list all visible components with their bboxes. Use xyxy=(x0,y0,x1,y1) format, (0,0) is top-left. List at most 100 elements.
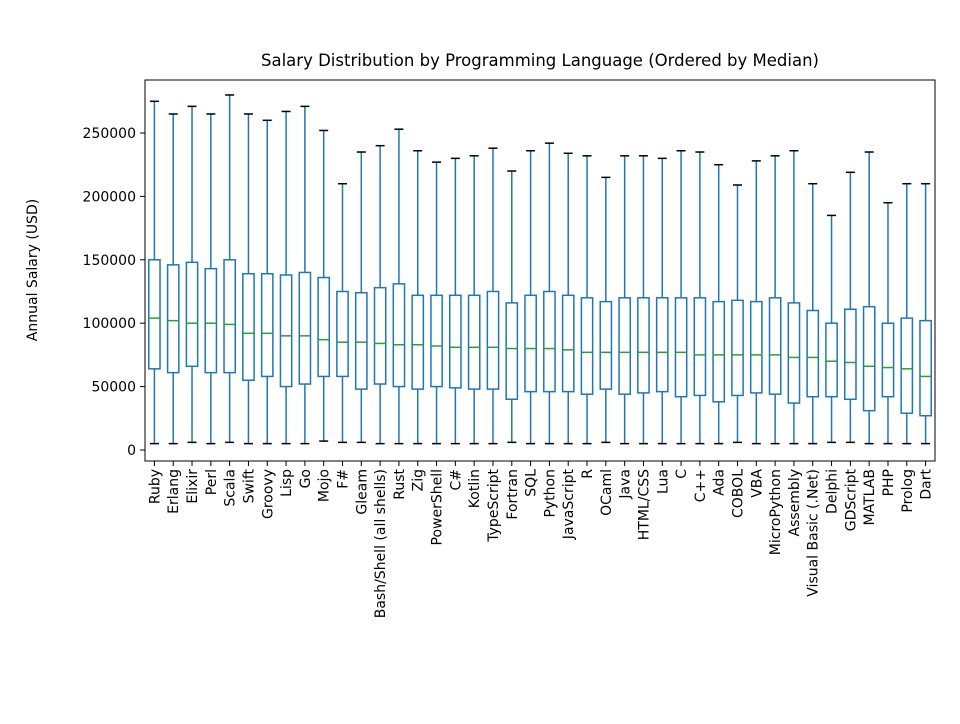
iqr-box xyxy=(317,276,331,378)
box-mojo xyxy=(317,129,331,442)
x-tick-label: COBOL xyxy=(731,469,747,518)
x-tick-label: Go xyxy=(298,469,314,488)
iqr-box xyxy=(806,309,820,398)
iqr-box xyxy=(298,271,312,385)
x-tick-label: Delphi xyxy=(825,469,841,514)
box-groovy xyxy=(260,119,274,445)
box-rust xyxy=(392,128,406,445)
x-tick-label: GDScript xyxy=(843,468,859,531)
box-powershell xyxy=(430,161,443,445)
x-tick-label: PHP xyxy=(881,469,897,496)
iqr-box xyxy=(561,294,575,393)
box-go xyxy=(298,105,312,445)
iqr-box xyxy=(693,297,707,397)
y-axis: 0 50000 100000 150000 200000 250000 xyxy=(83,126,145,459)
x-tick-label: Prolog xyxy=(900,469,916,513)
iqr-box xyxy=(336,290,349,378)
iqr-box xyxy=(768,297,782,395)
y-tick-label: 50000 xyxy=(91,380,136,396)
box-php xyxy=(881,201,895,445)
plot-frame xyxy=(144,79,936,462)
box-html-css xyxy=(637,155,650,445)
x-tick-label: C++ xyxy=(693,469,709,502)
x-tick-label: Zig xyxy=(411,469,427,491)
iqr-box xyxy=(543,290,556,393)
box-gdscript xyxy=(843,171,857,444)
iqr-box xyxy=(787,302,801,404)
x-tick-label: JavaScript xyxy=(561,468,577,540)
x-axis: Ruby Erlang Elixir Perl Scala Swift Groovy Lisp… xyxy=(147,461,935,618)
x-tick-label: Python xyxy=(542,469,558,518)
iqr-box xyxy=(392,283,406,388)
box-scala xyxy=(223,94,237,444)
box-typescript xyxy=(486,147,500,445)
iqr-box xyxy=(354,292,368,390)
iqr-box xyxy=(242,272,255,381)
box-micropython xyxy=(768,155,782,445)
iqr-box xyxy=(731,299,744,397)
y-tick-label: 150000 xyxy=(83,253,136,269)
iqr-box xyxy=(430,294,443,388)
iqr-box xyxy=(373,286,387,385)
x-tick-label: Swift xyxy=(241,468,257,503)
x-tick-label: Elixir xyxy=(185,469,201,504)
box-lua xyxy=(655,157,669,445)
iqr-box xyxy=(618,297,632,395)
x-tick-label: Visual Basic (.Net) xyxy=(806,469,822,597)
box-assembly xyxy=(787,149,801,445)
y-tick-label: 100000 xyxy=(83,316,136,332)
iqr-box xyxy=(637,297,650,394)
iqr-box xyxy=(919,319,932,417)
x-tick-label: Scala xyxy=(223,469,239,507)
iqr-box xyxy=(524,294,537,393)
x-tick-label: Ruby xyxy=(147,469,163,504)
box-prolog xyxy=(900,182,914,445)
iqr-box xyxy=(411,294,425,390)
y-tick-label: 0 xyxy=(127,443,136,459)
x-tick-label: Bash/Shell (all shells) xyxy=(373,469,389,618)
iqr-box xyxy=(900,317,914,414)
x-tick-label: Lua xyxy=(655,469,671,494)
x-tick-label: Ada xyxy=(712,469,728,496)
iqr-box xyxy=(825,322,838,398)
box-vba xyxy=(749,160,763,445)
y-axis-label: Annual Salary (USD) xyxy=(25,199,41,341)
x-tick-label: Dart xyxy=(919,468,935,499)
iqr-box xyxy=(749,300,763,394)
box-erlang xyxy=(166,113,180,445)
x-tick-label: Erlang xyxy=(166,469,182,514)
x-tick-label: Java xyxy=(618,469,634,500)
iqr-box xyxy=(204,267,218,374)
x-tick-label: PowerShell xyxy=(430,469,446,545)
iqr-box xyxy=(505,302,519,401)
x-tick-label: F# xyxy=(336,469,352,489)
x-tick-label: SQL xyxy=(524,469,540,497)
x-tick-label: Assembly xyxy=(787,469,803,536)
iqr-box xyxy=(166,264,180,374)
x-tick-label: Rust xyxy=(392,469,408,500)
iqr-box xyxy=(279,274,293,388)
iqr-box xyxy=(260,272,274,378)
box-gleam xyxy=(354,151,368,444)
box-matlab xyxy=(862,151,876,445)
box-ruby xyxy=(148,100,161,445)
box-java xyxy=(618,155,632,445)
x-tick-label: Kotlin xyxy=(467,469,483,508)
iqr-box xyxy=(580,297,594,395)
box-visual-basic-net- xyxy=(806,182,820,445)
box-c- xyxy=(448,157,462,445)
iqr-box xyxy=(712,300,726,403)
box-zig xyxy=(411,149,425,445)
x-tick-label: Mojo xyxy=(317,469,333,502)
box-f- xyxy=(336,182,349,444)
iqr-box xyxy=(862,305,876,412)
box-fortran xyxy=(505,170,519,444)
iqr-box xyxy=(223,259,237,374)
chart-title: Salary Distribution by Programming Langu… xyxy=(261,51,819,70)
x-tick-label: C xyxy=(674,469,690,479)
x-tick-label: C# xyxy=(448,469,464,491)
box-swift xyxy=(242,113,255,445)
x-tick-label: MATLAB xyxy=(862,469,878,525)
iqr-box xyxy=(655,297,669,393)
box-r xyxy=(580,155,594,445)
